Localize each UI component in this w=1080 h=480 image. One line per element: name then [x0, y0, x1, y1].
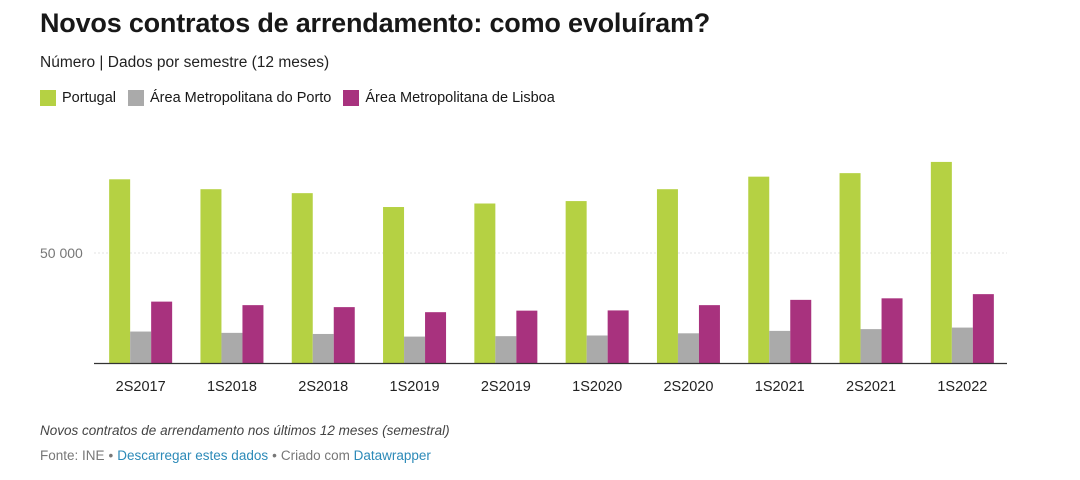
legend-swatch-porto	[128, 90, 145, 106]
datawrapper-link[interactable]: Datawrapper	[353, 448, 431, 463]
bar--rea-metropolitana-de-lisboa-2s2018	[333, 307, 355, 363]
bar--rea-metropolitana-de-lisboa-2s2021	[881, 298, 903, 363]
bar-portugal-1s2018	[200, 189, 222, 363]
legend-label-porto: Área Metropolitana do Porto	[150, 90, 332, 106]
bar--rea-metropolitana-de-lisboa-2s2019	[516, 310, 538, 363]
bar-portugal-2s2017	[109, 179, 131, 363]
bar--rea-metropolitana-do-porto-1s2021	[769, 330, 791, 363]
bar--rea-metropolitana-de-lisboa-2s2017	[151, 301, 173, 363]
x-tick-label: 2S2021	[846, 379, 896, 395]
x-tick-label: 1S2021	[755, 379, 805, 395]
bar-portugal-1s2019	[383, 207, 405, 363]
x-tick-label: 2S2019	[481, 379, 531, 395]
separator-dot: •	[272, 448, 277, 463]
bar--rea-metropolitana-de-lisboa-1s2019	[425, 312, 447, 363]
legend-swatch-portugal	[40, 90, 56, 106]
bar-portugal-2s2019	[474, 203, 496, 363]
footer-created-with: Criado com	[280, 448, 350, 463]
legend: Portugal Área Metropolitana do Porto Áre…	[40, 90, 567, 106]
x-tick-label: 2S2020	[663, 379, 713, 395]
bar--rea-metropolitana-do-porto-1s2020	[586, 335, 608, 363]
bar--rea-metropolitana-do-porto-2s2021	[860, 329, 882, 363]
legend-label-lisboa: Área Metropolitana de Lisboa	[365, 90, 555, 106]
x-tick-label: 2S2018	[298, 379, 348, 395]
download-data-link[interactable]: Descarregar estes dados	[117, 448, 269, 463]
legend-label-portugal: Portugal	[62, 90, 117, 106]
bar-portugal-1s2022	[930, 161, 952, 363]
bar--rea-metropolitana-do-porto-1s2018	[221, 332, 243, 363]
bar-portugal-1s2020	[565, 201, 587, 363]
x-tick-label: 1S2019	[390, 379, 440, 395]
footer: Fonte: INE • Descarregar estes dados • Criad…	[40, 448, 431, 463]
legend-swatch-lisboa	[343, 90, 360, 106]
y-tick-label: 50 000	[40, 245, 83, 261]
bar--rea-metropolitana-de-lisboa-1s2018	[242, 305, 264, 363]
bar--rea-metropolitana-do-porto-1s2019	[404, 336, 426, 363]
chart-subtitle: Número | Dados por semestre (12 meses)	[40, 54, 330, 71]
x-tick-label: 1S2020	[572, 379, 622, 395]
chart-title: Novos contratos de arrendamento: como ev…	[40, 8, 711, 38]
bar--rea-metropolitana-do-porto-2s2017	[130, 331, 152, 363]
x-tick-label: 1S2018	[207, 379, 257, 395]
bar--rea-metropolitana-do-porto-2s2018	[312, 333, 334, 363]
bar-portugal-2s2018	[291, 193, 313, 363]
bar-portugal-1s2021	[748, 176, 770, 363]
bar-portugal-2s2020	[656, 189, 678, 363]
legend-item-lisboa: Área Metropolitana de Lisboa	[343, 90, 555, 106]
bar--rea-metropolitana-de-lisboa-2s2020	[698, 305, 720, 363]
bar--rea-metropolitana-do-porto-2s2020	[677, 333, 699, 363]
bar-chart: 50 000 2S2017 1S2018 2S2018 1S2019 2S2019 1S20…	[40, 161, 1007, 395]
legend-item-porto: Área Metropolitana do Porto	[128, 90, 331, 106]
bar--rea-metropolitana-de-lisboa-1s2021	[790, 299, 812, 363]
bar--rea-metropolitana-de-lisboa-1s2020	[607, 310, 629, 363]
bar--rea-metropolitana-de-lisboa-1s2022	[972, 294, 994, 363]
x-tick-label: 2S2017	[116, 379, 166, 395]
bar--rea-metropolitana-do-porto-2s2019	[495, 336, 517, 363]
chart-notes: Novos contratos de arrendamento nos últi…	[40, 423, 450, 438]
bar-portugal-2s2021	[839, 173, 861, 363]
legend-item-portugal: Portugal	[40, 90, 116, 106]
x-tick-label: 1S2022	[937, 379, 987, 395]
separator-dot: •	[108, 448, 114, 463]
footer-source: Fonte: INE	[40, 448, 105, 463]
bar--rea-metropolitana-do-porto-1s2022	[951, 327, 973, 363]
